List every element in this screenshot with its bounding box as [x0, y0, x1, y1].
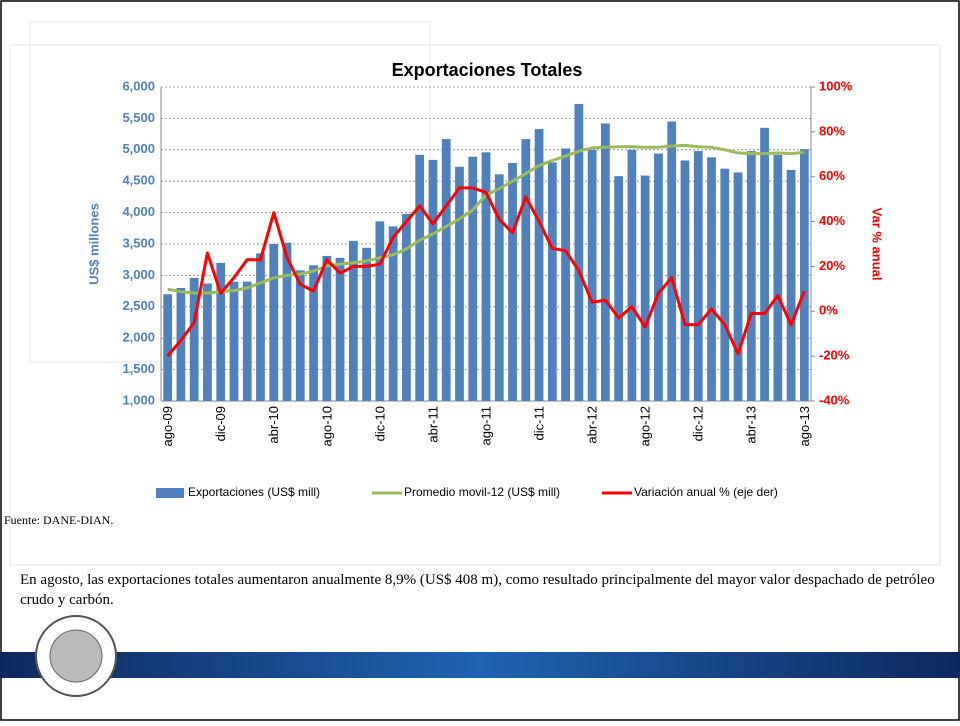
y-tick-label: 6,000: [122, 78, 155, 93]
bar: [494, 174, 504, 401]
legend-label: Exportaciones (US$ mill): [188, 485, 320, 499]
y-tick-label: 1,500: [122, 361, 155, 376]
bar: [707, 157, 716, 401]
bar: [680, 160, 690, 401]
y-tick-label: 3,500: [122, 235, 155, 250]
footer-band: [0, 652, 960, 678]
x-tick-label: abr-13: [744, 406, 759, 444]
line-series: [166, 186, 806, 358]
bar: [203, 283, 212, 401]
x-tick-label: ago-12: [638, 406, 653, 446]
x-tick-label: abr-12: [585, 406, 600, 444]
bar: [428, 159, 438, 401]
bar: [693, 151, 703, 401]
y-tick-label: 4,000: [122, 204, 155, 219]
bar: [441, 139, 451, 401]
bar: [216, 262, 226, 401]
paragraph: En agosto, las exportaciones totales aum…: [20, 572, 935, 608]
bar: [508, 162, 517, 401]
bar: [601, 123, 610, 401]
x-tick-label: ago-11: [478, 406, 493, 446]
source: Fuente: DANE-DIAN.: [4, 513, 113, 527]
bar: [322, 255, 332, 401]
y2-tick-label: 20%: [819, 258, 845, 273]
x-tick-label: ago-09: [160, 406, 175, 446]
logo-inner: [49, 629, 103, 683]
bar: [362, 247, 371, 401]
bar: [547, 162, 557, 401]
bar: [256, 253, 265, 401]
bar: [189, 277, 199, 401]
bar: [587, 149, 597, 401]
bar: [760, 127, 769, 401]
bar: [667, 121, 677, 401]
x-tick-label: dic-11: [531, 406, 546, 440]
bar: [481, 152, 491, 401]
bar: [468, 156, 478, 401]
y-tick-label: 3,000: [122, 267, 155, 282]
bar: [375, 221, 385, 401]
y-axis-title: US$ millones: [86, 203, 101, 285]
bar: [269, 244, 279, 401]
x-tick-label: ago-13: [797, 406, 812, 446]
bar: [242, 281, 252, 401]
x-tick-label: dic-10: [372, 406, 387, 441]
bar: [746, 151, 756, 401]
bar: [627, 149, 637, 401]
legend-label: Variación anual % (eje der): [634, 485, 778, 499]
y2-tick-label: 100%: [819, 78, 853, 93]
bar: [282, 242, 292, 401]
y2-tick-label: 0%: [819, 303, 838, 318]
bar: [521, 139, 531, 401]
bar: [733, 172, 743, 401]
x-tick-label: ago-10: [319, 406, 334, 446]
y2-tick-label: -40%: [819, 392, 850, 407]
y2-tick-label: 60%: [819, 168, 845, 183]
bar: [773, 154, 783, 401]
bar: [574, 103, 584, 402]
x-tick-label: abr-11: [425, 406, 440, 443]
bar: [176, 287, 186, 401]
bar: [348, 240, 358, 401]
bar: [388, 226, 398, 401]
y-tick-label: 5,000: [122, 141, 155, 156]
bar: [415, 154, 425, 401]
chart-title: Exportaciones Totales: [392, 60, 583, 80]
bar: [163, 294, 173, 401]
y-tick-label: 2,000: [122, 330, 155, 345]
bar: [534, 129, 544, 402]
legend-swatch: [156, 488, 184, 498]
bar: [786, 169, 796, 401]
bar: [455, 166, 464, 401]
y2-tick-label: 80%: [819, 123, 845, 138]
bar: [640, 175, 650, 401]
x-tick-label: dic-09: [213, 406, 228, 441]
paragraph-box: En agosto, las exportaciones totales aum…: [20, 572, 935, 608]
x-tick-label: dic-12: [691, 406, 706, 441]
y2-tick-label: -20%: [819, 348, 850, 363]
x-tick-label: abr-10: [266, 406, 281, 444]
y-tick-label: 5,500: [122, 110, 155, 125]
bar: [335, 257, 345, 401]
bar: [561, 148, 570, 401]
y2-axis-title: Var % anual: [870, 208, 885, 281]
y-tick-label: 1,000: [122, 392, 155, 407]
bar: [309, 265, 318, 401]
bar: [295, 270, 305, 401]
y2-tick-label: 40%: [819, 213, 845, 228]
bar: [654, 153, 663, 401]
bar: [720, 168, 730, 401]
bar: [799, 149, 809, 401]
bar: [614, 176, 624, 401]
bar: [229, 281, 239, 401]
y-tick-label: 4,500: [122, 173, 155, 188]
bar: [402, 213, 411, 401]
plot: 1,000 1,500 2,000 2,500 3,000 3,500 4,000 4,500…: [122, 78, 852, 499]
legend-label: Promedio movil-12 (US$ mill): [404, 485, 560, 499]
y-tick-label: 2,500: [122, 298, 155, 313]
